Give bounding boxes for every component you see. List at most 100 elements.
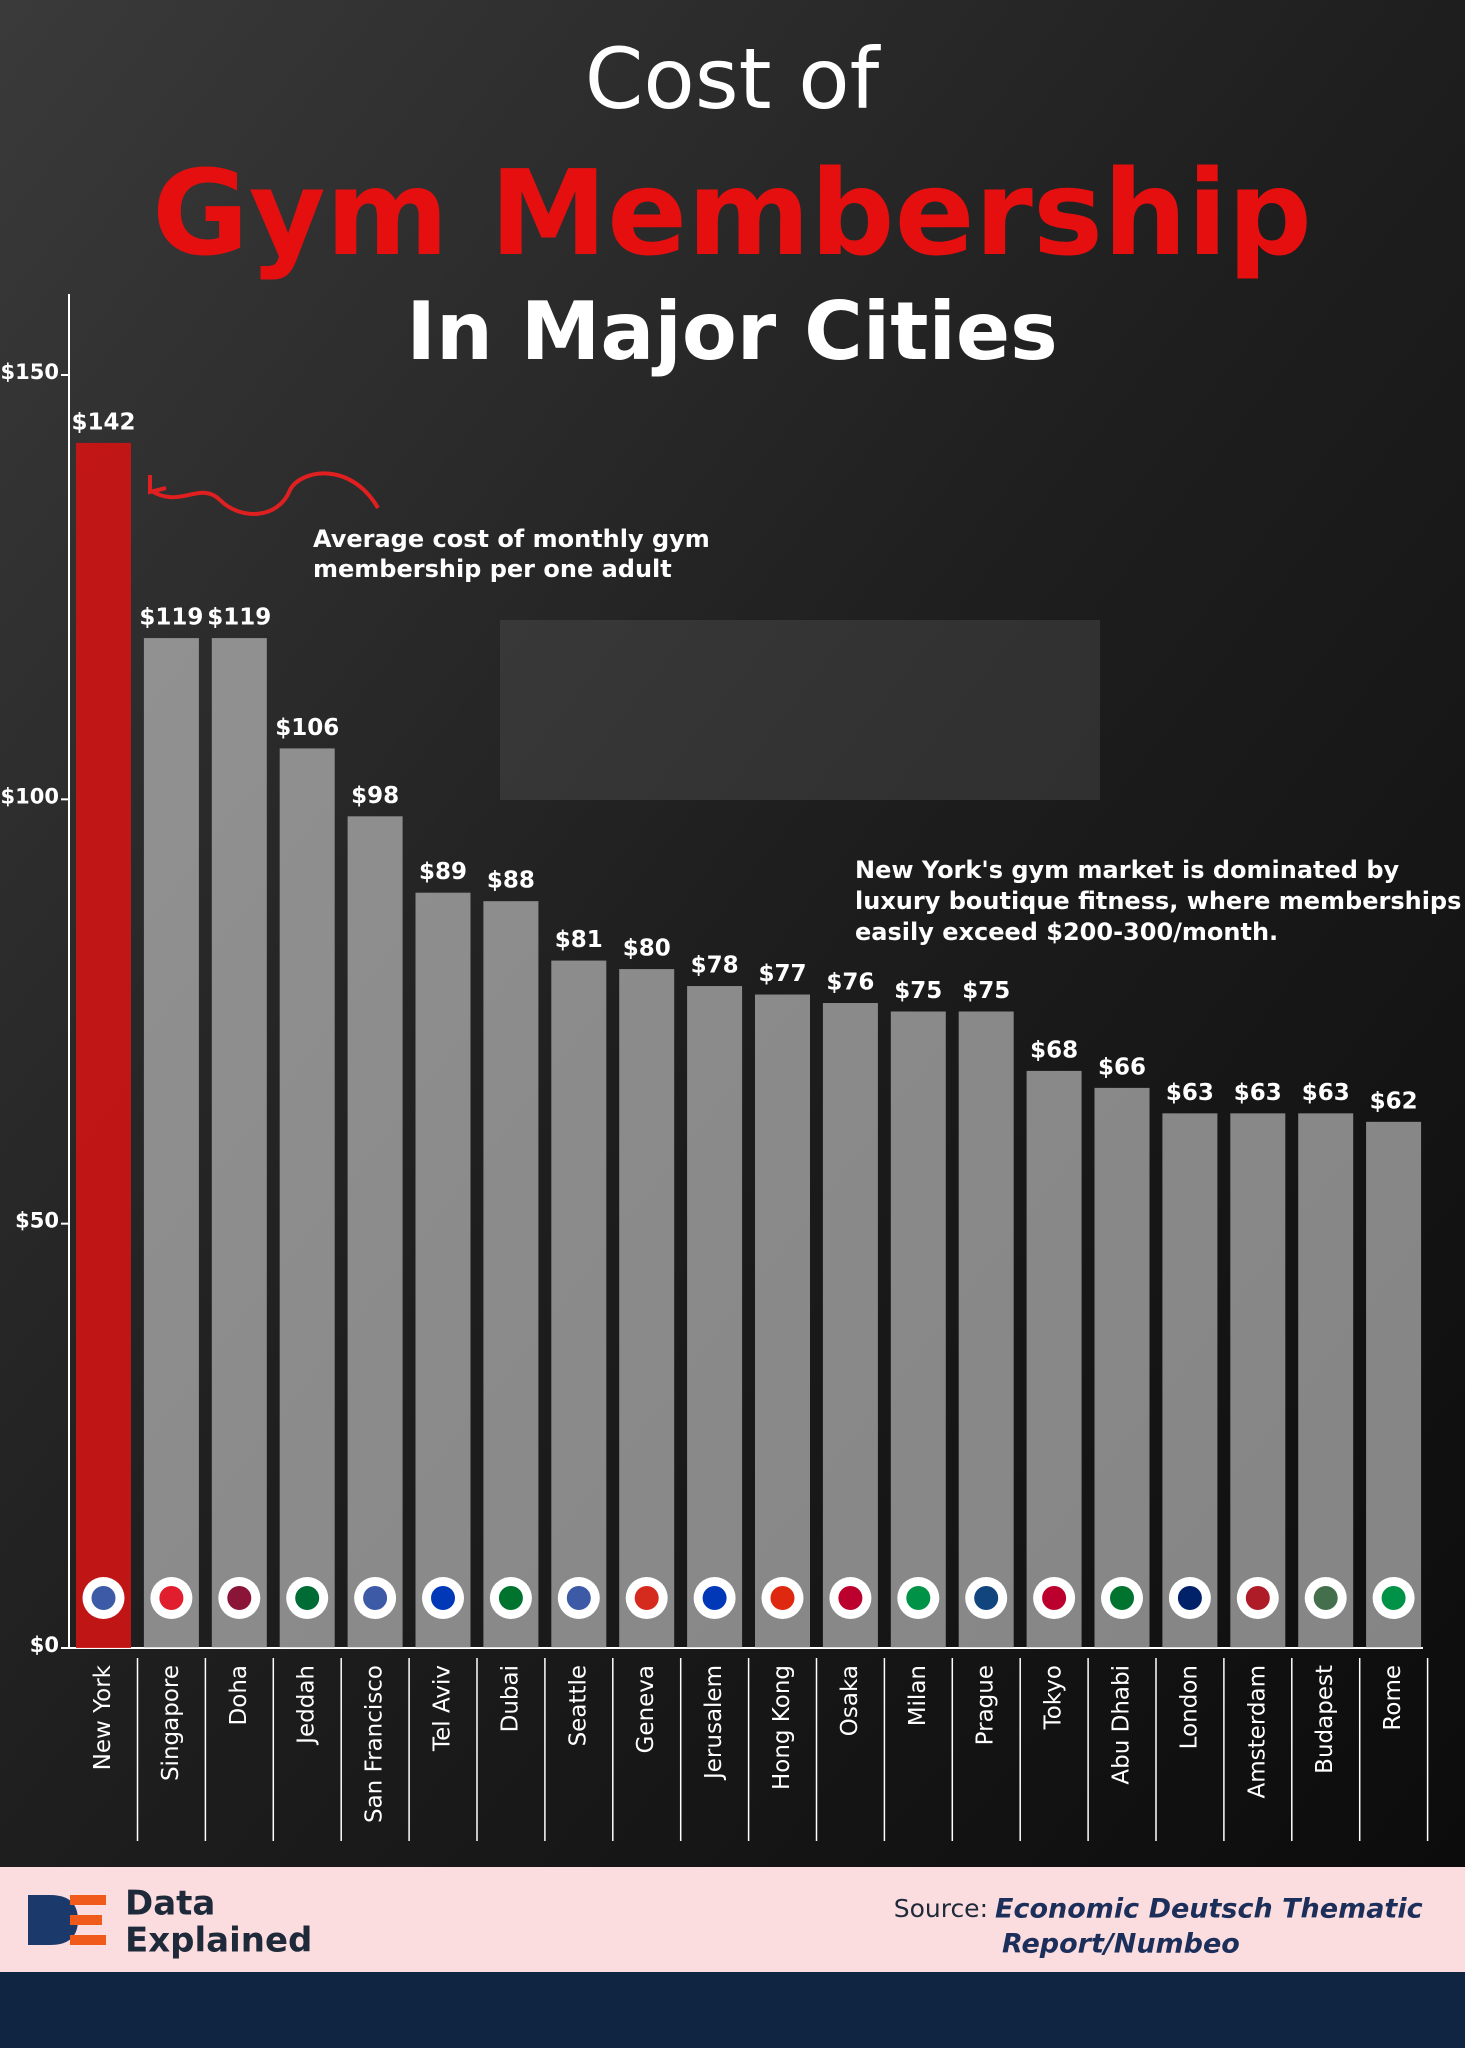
annotation: easily exceed $200-300/month. bbox=[855, 918, 1278, 946]
bar bbox=[687, 986, 743, 1648]
value-label: $76 bbox=[826, 970, 874, 996]
value-label: $63 bbox=[1234, 1080, 1282, 1106]
x-tick-label: Budapest bbox=[1312, 1665, 1338, 1774]
brand: Explained bbox=[125, 1921, 312, 1961]
annotation: membership per one adult bbox=[313, 555, 672, 583]
value-label: $63 bbox=[1166, 1080, 1214, 1106]
annotation-arrow bbox=[148, 471, 380, 516]
y-tick-label: $0 bbox=[30, 1633, 59, 1657]
flag-color bbox=[906, 1586, 931, 1610]
value-label: $66 bbox=[1098, 1054, 1146, 1080]
x-tick-label: London bbox=[1176, 1665, 1202, 1749]
x-tick-label: Doha bbox=[226, 1665, 252, 1725]
value-label: $63 bbox=[1302, 1080, 1350, 1106]
bar bbox=[890, 1011, 946, 1648]
y-tick-label: $100 bbox=[1, 784, 59, 808]
x-tick-label: San Francisco bbox=[362, 1665, 388, 1823]
flag-color bbox=[1313, 1586, 1338, 1610]
value-label: $88 bbox=[487, 868, 535, 894]
bar bbox=[1026, 1070, 1082, 1648]
source-label: Source: bbox=[894, 1894, 988, 1923]
x-tick-label: Singapore bbox=[158, 1665, 184, 1781]
footer-bar bbox=[0, 1972, 1465, 2048]
value-label: $81 bbox=[555, 927, 603, 953]
x-tick-label: Prague bbox=[973, 1665, 999, 1745]
flag-color bbox=[770, 1586, 795, 1610]
bar bbox=[211, 638, 267, 1648]
title-highlight: Gym Membership bbox=[152, 144, 1312, 282]
value-label: $98 bbox=[351, 783, 399, 809]
value-label: $119 bbox=[139, 605, 203, 631]
value-label: $77 bbox=[758, 961, 806, 987]
value-label: $68 bbox=[1030, 1037, 1078, 1063]
value-label: $78 bbox=[691, 953, 739, 979]
x-tick-label: Hong Kong bbox=[769, 1665, 795, 1790]
value-label: $75 bbox=[962, 978, 1010, 1004]
x-tick-label: Tel Aviv bbox=[430, 1665, 456, 1752]
logo bbox=[28, 1895, 106, 1945]
x-tick-label: Jeddah bbox=[294, 1665, 320, 1746]
annotation: Average cost of monthly gym bbox=[313, 525, 710, 553]
bar bbox=[279, 748, 335, 1648]
flag-color bbox=[974, 1586, 999, 1610]
footer bbox=[0, 1867, 1465, 1972]
bar bbox=[1094, 1087, 1150, 1648]
value-label: $89 bbox=[419, 859, 467, 885]
bar bbox=[347, 816, 403, 1648]
bar bbox=[619, 969, 675, 1648]
x-tick-label: Dubai bbox=[497, 1665, 523, 1732]
flag-color bbox=[1381, 1586, 1406, 1610]
x-tick-label: Jerusalem bbox=[701, 1665, 727, 1781]
bar bbox=[1230, 1113, 1286, 1648]
x-tick-label: Amsterdam bbox=[1244, 1665, 1270, 1798]
flag-color bbox=[1245, 1586, 1270, 1610]
bar bbox=[143, 638, 199, 1648]
x-tick-label: New York bbox=[90, 1664, 116, 1770]
x-tick-label: Geneva bbox=[633, 1665, 659, 1753]
value-label: $75 bbox=[894, 978, 942, 1004]
flag-color bbox=[566, 1586, 591, 1610]
bar bbox=[1162, 1113, 1218, 1648]
flag-color bbox=[363, 1586, 388, 1610]
flag-color bbox=[634, 1586, 659, 1610]
flag-color bbox=[702, 1586, 727, 1610]
title: Cost of bbox=[585, 30, 882, 128]
flag-color bbox=[227, 1586, 252, 1610]
annotation: New York's gym market is dominated by bbox=[855, 856, 1400, 884]
x-tick-label: Osaka bbox=[837, 1665, 863, 1736]
bar bbox=[483, 901, 539, 1648]
flag-color bbox=[159, 1586, 184, 1610]
flag-color bbox=[91, 1586, 116, 1610]
x-tick-label: Milan bbox=[905, 1665, 931, 1726]
flag-color bbox=[431, 1586, 455, 1610]
x-tick-label: Tokyo bbox=[1041, 1665, 1067, 1730]
source: Economic Deutsch Thematic bbox=[995, 1894, 1423, 1925]
bar bbox=[551, 960, 607, 1648]
bar bbox=[1366, 1121, 1422, 1648]
bar bbox=[958, 1011, 1014, 1648]
y-tick-label: $50 bbox=[15, 1209, 59, 1233]
bar bbox=[822, 1003, 878, 1648]
title-line: In Major Cities bbox=[406, 285, 1058, 378]
value-label: $119 bbox=[207, 605, 271, 631]
bar bbox=[755, 994, 810, 1648]
x-tick-label: Seattle bbox=[565, 1665, 591, 1746]
bar bbox=[415, 892, 471, 1648]
flag-color bbox=[1177, 1586, 1202, 1610]
source: Report/Numbeo bbox=[1002, 1929, 1240, 1960]
flag-color bbox=[295, 1586, 320, 1610]
y-tick-label: $150 bbox=[1, 360, 59, 384]
value-label: $142 bbox=[71, 409, 135, 435]
flag-color bbox=[498, 1586, 523, 1610]
flag-color bbox=[1110, 1586, 1134, 1610]
value-label: $106 bbox=[275, 715, 339, 741]
flag-color bbox=[1042, 1586, 1067, 1610]
x-tick-label: Abu Dhabi bbox=[1109, 1665, 1135, 1785]
value-label: $80 bbox=[623, 936, 671, 962]
annotation: luxury boutique fitness, where membershi… bbox=[855, 887, 1461, 915]
brand: Data bbox=[125, 1884, 215, 1924]
flag-color bbox=[838, 1586, 863, 1610]
value-label: $62 bbox=[1370, 1088, 1418, 1114]
